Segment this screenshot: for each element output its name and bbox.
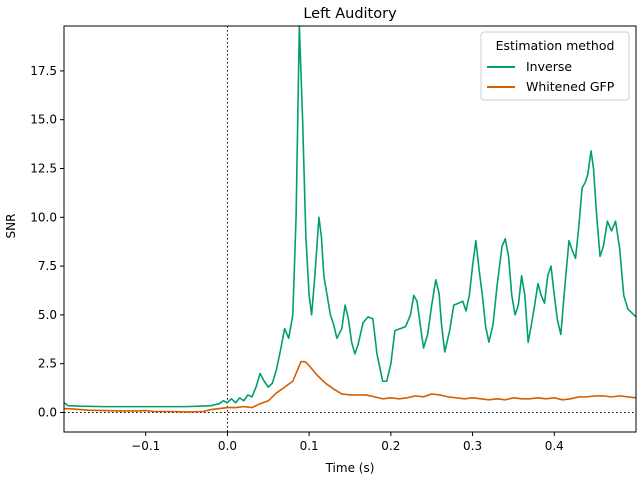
chart-title: Left Auditory [303,6,397,22]
legend-title: Estimation method [496,38,615,53]
x-tick-label: 0.3 [463,439,482,453]
plot-area: −0.1 0.0 0.1 0.2 0.3 0.4 0.0 2.5 5.0 7.5 10.0 12.5 1… [30,25,637,453]
x-tick-label: 0.1 [300,439,319,453]
series-line-whitened-gfp [64,360,636,413]
x-tick-label: 0.0 [218,439,237,453]
y-tick-label: 10.0 [30,210,57,224]
y-tick-label: 15.0 [30,113,57,127]
x-axis-label: Time (s) [325,461,375,475]
y-tick-label: 7.5 [38,259,57,273]
y-axis-label: SNR [4,214,18,239]
y-tick-label: 17.5 [30,64,57,78]
y-tick-label: 0.0 [38,405,57,419]
x-tick-label: −0.1 [131,439,160,453]
x-tick-label: 0.2 [381,439,400,453]
legend: Estimation method Inverse Whitened GFP [480,31,630,101]
legend-frame [480,31,630,101]
axes-frame [63,25,637,433]
series-line-inverse [64,26,636,408]
legend-label-whitened-gfp: Whitened GFP [526,79,615,94]
y-tick-label: 2.5 [38,357,57,371]
y-tick-label: 5.0 [38,308,57,322]
legend-label-inverse: Inverse [526,59,572,74]
y-tick-label: 12.5 [30,161,57,175]
x-tick-label: 0.4 [545,439,564,453]
